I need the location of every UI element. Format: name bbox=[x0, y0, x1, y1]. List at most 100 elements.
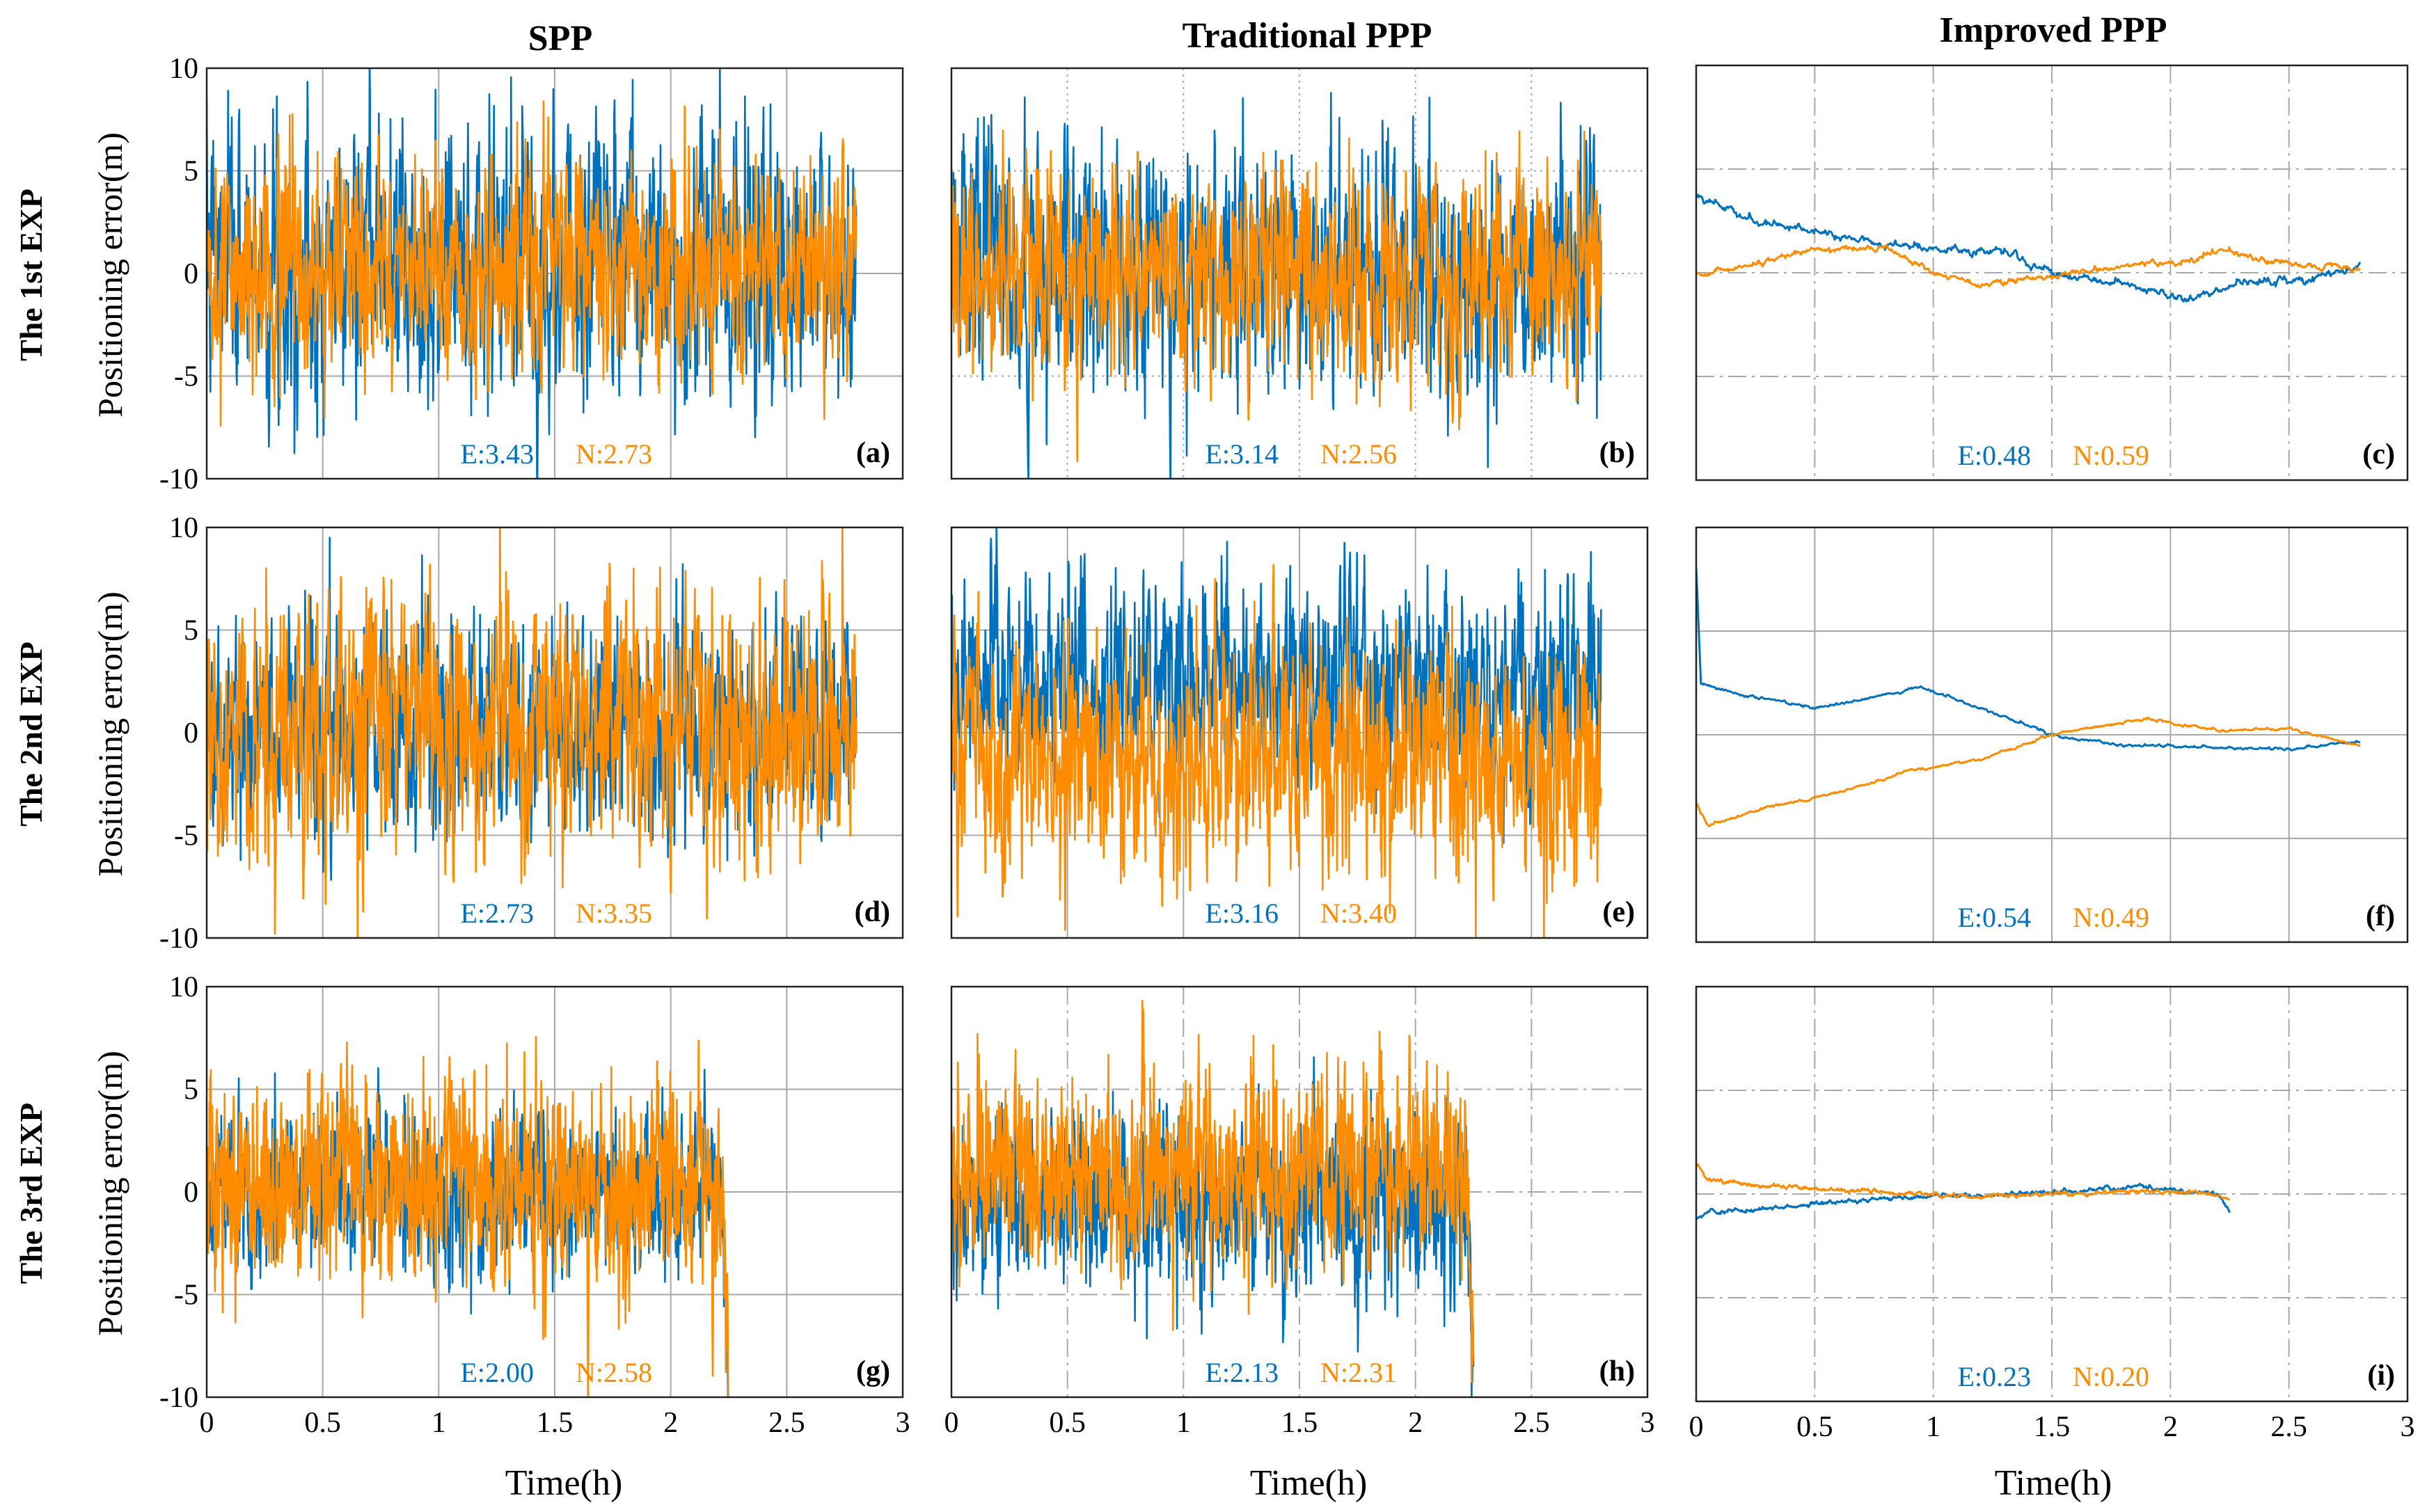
axes-frame bbox=[1695, 64, 2409, 482]
stat-e-label: E:2.00 bbox=[460, 1357, 534, 1388]
stat-e-label: E:3.14 bbox=[1205, 438, 1279, 470]
stat-e-label: E:3.16 bbox=[1205, 898, 1279, 929]
stat-n-label: N:2.56 bbox=[1320, 438, 1397, 470]
stat-e-label: E:0.48 bbox=[1957, 440, 2031, 471]
axes-frame bbox=[205, 67, 904, 480]
y-tick-label: 0 bbox=[184, 1177, 198, 1209]
x-axis-label-col2: Time(h) bbox=[1250, 1463, 1368, 1503]
x-tick-label: 0.5 bbox=[304, 1407, 341, 1439]
series-E-line bbox=[951, 527, 1602, 844]
y-tick-label: 0 bbox=[184, 717, 198, 749]
y-axis-label-row2: Positioning error(m) bbox=[90, 591, 129, 877]
panel-c: (c) E:0.48 N:0.59 bbox=[1695, 64, 2409, 482]
axes-frame bbox=[1695, 526, 2409, 944]
series-N-line bbox=[951, 129, 1602, 462]
axes-frame bbox=[950, 985, 1649, 1399]
x-tick-label: 0 bbox=[1689, 1411, 1704, 1443]
stat-n-label: N:3.35 bbox=[576, 898, 652, 929]
x-tick-label: 1 bbox=[432, 1407, 446, 1439]
panel-a: 10 5 0 -5 -10 (a) E:3.43 N:2.73 bbox=[159, 53, 904, 495]
panel-label: (c) bbox=[2362, 438, 2395, 470]
series-E-line bbox=[1696, 568, 2361, 751]
x-tick-label: 3 bbox=[1641, 1407, 1655, 1439]
y-tick-label: -10 bbox=[159, 923, 198, 955]
x-tick-label: 3 bbox=[2401, 1411, 2415, 1443]
axes-frame bbox=[1695, 985, 2409, 1403]
stat-n-label: N:2.73 bbox=[576, 438, 652, 470]
panel-i: 0 0.5 1 1.5 2 2.5 3(i) E:0.23 N:0.20 bbox=[1689, 985, 2415, 1443]
stat-e-label: E:0.23 bbox=[1957, 1361, 2031, 1392]
stat-n-label: N:0.49 bbox=[2073, 902, 2149, 933]
series-N-line bbox=[1696, 244, 2361, 289]
x-tick-label: 2.5 bbox=[1513, 1407, 1550, 1439]
axes-frame bbox=[205, 985, 904, 1399]
y-tick-label: 0 bbox=[184, 258, 198, 290]
axes-frame bbox=[950, 67, 1649, 480]
stat-n-label: N:2.58 bbox=[576, 1357, 652, 1388]
x-tick-label: 2 bbox=[1408, 1407, 1423, 1439]
y-tick-label: -10 bbox=[159, 1382, 198, 1414]
panel-label: (a) bbox=[856, 437, 890, 469]
x-tick-label: 1.5 bbox=[1281, 1407, 1318, 1439]
series-N-line bbox=[1696, 1163, 2230, 1201]
panel-label: (i) bbox=[2367, 1360, 2395, 1392]
row-title-1st-exp: The 1st EXP bbox=[13, 189, 49, 361]
series-N-line bbox=[1696, 716, 2361, 827]
x-tick-label: 3 bbox=[896, 1407, 910, 1439]
x-tick-label: 2.5 bbox=[768, 1407, 805, 1439]
stat-e-label: E:0.54 bbox=[1957, 902, 2031, 933]
stat-n-label: N:2.31 bbox=[1320, 1357, 1397, 1388]
panel-label: (e) bbox=[1602, 896, 1635, 928]
y-tick-label: 10 bbox=[169, 512, 198, 544]
x-tick-label: 2.5 bbox=[2270, 1411, 2307, 1443]
y-tick-label: -5 bbox=[174, 820, 198, 852]
y-axis-label-row1: Positioning error(m) bbox=[90, 132, 129, 417]
x-tick-label: 0 bbox=[944, 1407, 959, 1439]
panel-f: (f) E:0.54 N:0.49 bbox=[1695, 526, 2409, 944]
column-title-traditional-ppp: Traditional PPP bbox=[1183, 16, 1432, 56]
series-E-line bbox=[1696, 1182, 2231, 1221]
axes-frame bbox=[950, 526, 1649, 939]
stat-e-label: E:2.13 bbox=[1205, 1357, 1279, 1388]
axes-frame bbox=[205, 526, 904, 939]
x-tick-label: 0.5 bbox=[1796, 1411, 1833, 1443]
row-title-3rd-exp: The 3rd EXP bbox=[13, 1103, 49, 1284]
y-tick-label: -10 bbox=[159, 463, 198, 495]
stat-n-label: N:0.20 bbox=[2073, 1361, 2149, 1392]
y-tick-label: 5 bbox=[184, 615, 198, 647]
stat-e-label: E:3.43 bbox=[460, 438, 534, 470]
y-axis-label-row3: Positioning error(m) bbox=[90, 1051, 129, 1336]
x-tick-label: 1.5 bbox=[537, 1407, 574, 1439]
panel-label: (b) bbox=[1599, 437, 1635, 469]
x-tick-label: 2 bbox=[2163, 1411, 2178, 1443]
series-N-line bbox=[207, 527, 857, 938]
series-N-line bbox=[207, 100, 857, 427]
series-N-line bbox=[951, 1000, 1475, 1383]
panel-label: (f) bbox=[2366, 900, 2395, 932]
y-tick-label: 10 bbox=[169, 53, 198, 85]
panel-label: (g) bbox=[856, 1355, 890, 1387]
x-axis-label-col3: Time(h) bbox=[1995, 1463, 2112, 1503]
panel-b: (b) E:3.14 N:2.56 bbox=[950, 67, 1649, 480]
series-E-line bbox=[207, 68, 857, 479]
stat-e-label: E:2.73 bbox=[460, 898, 534, 929]
x-tick-label: 1.5 bbox=[2034, 1411, 2071, 1443]
y-tick-label: -5 bbox=[174, 1280, 198, 1312]
panel-e: (e) E:3.16 N:3.40 bbox=[950, 526, 1649, 939]
series-E-line bbox=[1696, 193, 2362, 303]
x-tick-label: 1 bbox=[1176, 1407, 1191, 1439]
x-tick-label: 0.5 bbox=[1049, 1407, 1086, 1439]
y-tick-label: 10 bbox=[169, 971, 198, 1003]
panel-label: (d) bbox=[855, 896, 890, 928]
row-title-2nd-exp: The 2nd EXP bbox=[13, 642, 49, 827]
x-axis-label-col1: Time(h) bbox=[505, 1463, 623, 1503]
column-title-spp: SPP bbox=[528, 19, 592, 58]
x-tick-label: 2 bbox=[663, 1407, 678, 1439]
y-tick-label: 5 bbox=[184, 156, 198, 188]
series-N-line bbox=[951, 564, 1602, 938]
panel-h: 0 0.5 1 1.5 2 2.5 3(h) E:2.13 N:2.31 bbox=[944, 985, 1655, 1439]
stat-n-label: N:0.59 bbox=[2073, 440, 2149, 471]
